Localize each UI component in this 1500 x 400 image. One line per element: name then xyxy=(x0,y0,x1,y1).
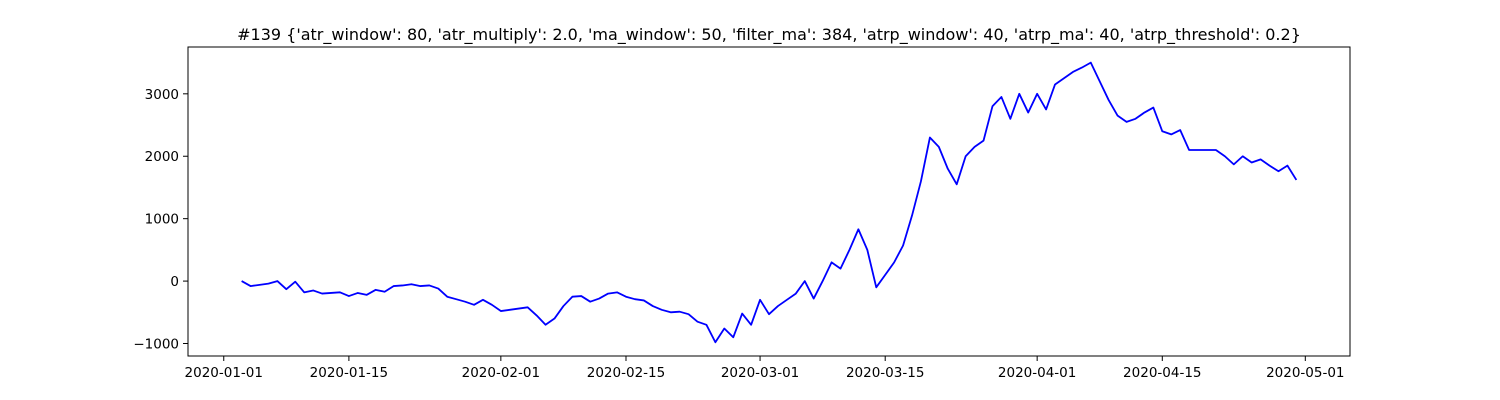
x-tick-label: 2020-04-15 xyxy=(1123,365,1201,381)
y-tick-label: 1000 xyxy=(145,212,179,228)
axes-frame xyxy=(187,46,1351,357)
x-tick-label: 2020-02-15 xyxy=(587,365,665,381)
x-tick-label: 2020-05-01 xyxy=(1266,365,1344,381)
x-tick-label: 2020-04-01 xyxy=(998,365,1076,381)
chart-title: #139 {'atr_window': 80, 'atr_multiply': … xyxy=(237,25,1301,45)
x-tick-label: 2020-02-01 xyxy=(462,365,540,381)
y-tick-label: 3000 xyxy=(145,87,179,103)
y-tick-label: −1000 xyxy=(133,337,179,353)
x-tick-label: 2020-01-01 xyxy=(185,365,263,381)
x-tick-label: 2020-03-15 xyxy=(846,365,924,381)
x-tick-label: 2020-03-01 xyxy=(721,365,799,381)
x-tick-label: 2020-01-15 xyxy=(310,365,388,381)
y-tick-label: 2000 xyxy=(145,149,179,165)
y-tick-label: 0 xyxy=(170,274,179,290)
data-line xyxy=(241,61,1298,344)
